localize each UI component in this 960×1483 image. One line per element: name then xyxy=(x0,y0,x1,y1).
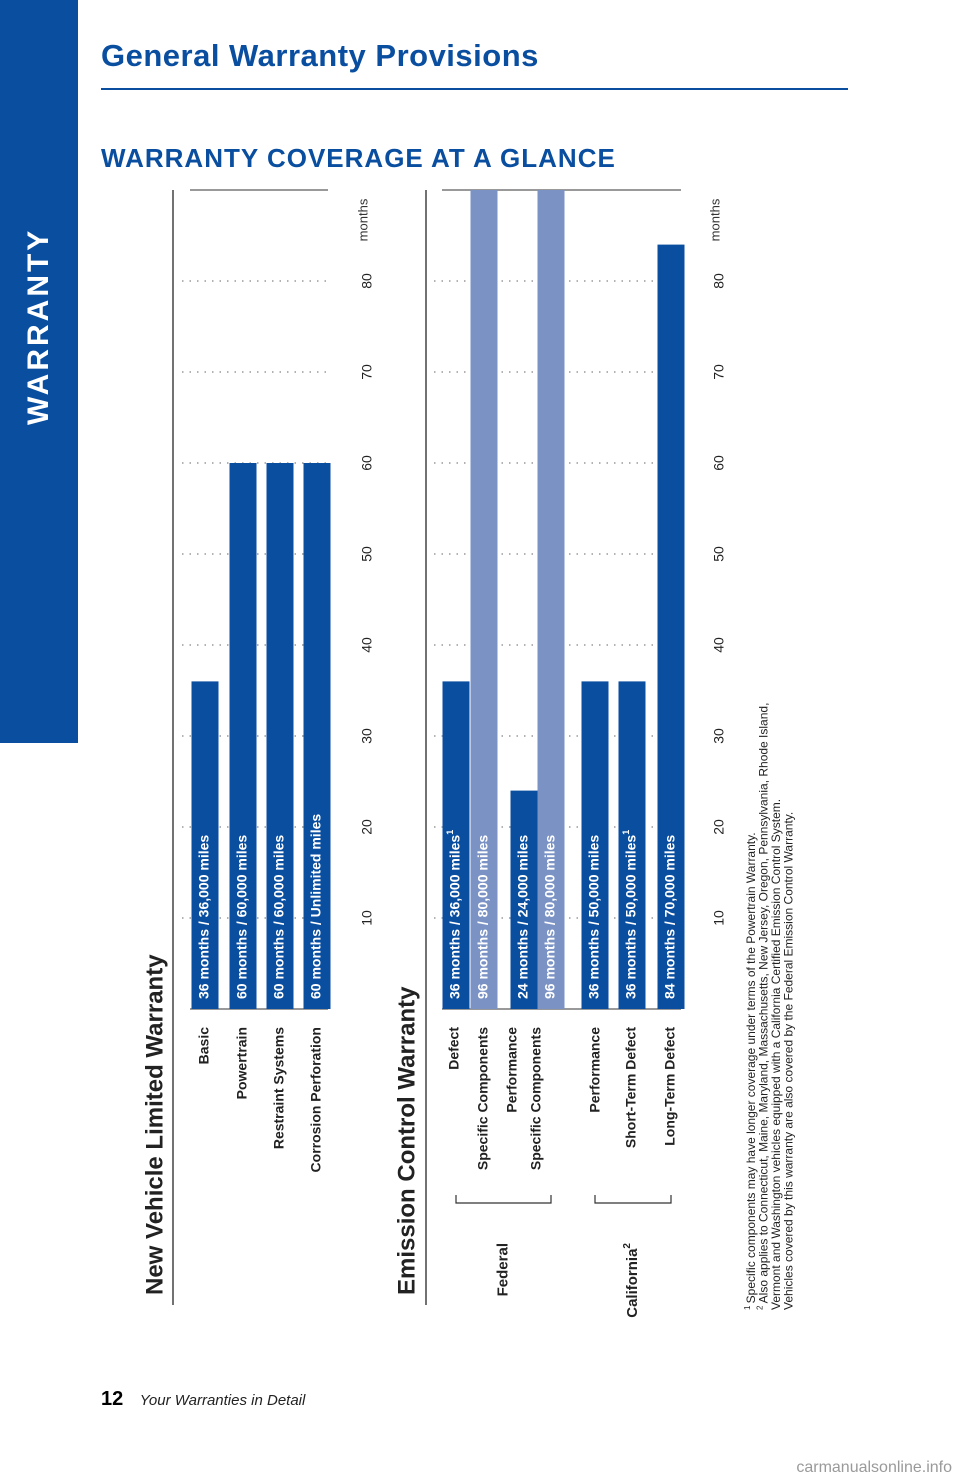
section-title: New Vehicle Limited Warranty xyxy=(141,954,168,1295)
group-bracket xyxy=(594,1195,672,1204)
category-label: Short-Term Defect xyxy=(623,1027,639,1148)
category-label: Defect xyxy=(446,1027,462,1070)
footnote-mark: 2 xyxy=(755,1303,764,1310)
tick-label: 80 xyxy=(359,273,375,289)
tick-label: 10 xyxy=(359,910,375,926)
category-label: Performance xyxy=(587,1027,603,1113)
bar-value-label: 36 months / 36,000 miles1 xyxy=(445,830,462,999)
side-tab: WARRANTY xyxy=(0,0,78,743)
bar xyxy=(581,681,609,1009)
category-label: Powertrain xyxy=(234,1027,250,1099)
bar xyxy=(657,244,685,1010)
tick-label: 10 xyxy=(711,910,727,926)
tick-label: 50 xyxy=(359,546,375,562)
tick-label: 40 xyxy=(359,637,375,653)
category-label: Corrosion Perforation xyxy=(308,1027,324,1172)
side-tab-label: WARRANTY xyxy=(22,227,55,425)
axis-unit-label: months xyxy=(355,198,370,241)
category-label: Specific Components xyxy=(475,1027,491,1170)
warranty-chart: New Vehicle Limited Warranty 10 20 30 40 50 60… xyxy=(141,189,796,1318)
tick-label: 30 xyxy=(359,728,375,744)
tick-label: 30 xyxy=(711,728,727,744)
bar-value-label: 60 months / 60,000 miles xyxy=(234,835,250,999)
group-label: Federal xyxy=(494,1243,511,1296)
bar-value-label: 36 months / 36,000 miles xyxy=(196,835,212,999)
category-label: Performance xyxy=(504,1027,520,1113)
footnote-line: Vehicles covered by this warranty are al… xyxy=(782,812,796,1310)
tick-label: 70 xyxy=(711,364,727,380)
bar xyxy=(442,681,470,1009)
tick-label: 20 xyxy=(359,819,375,835)
bar-value-label: 60 months / 60,000 miles xyxy=(271,835,287,999)
tick-label: 50 xyxy=(711,546,727,562)
bar-value-label: 60 months / Unlimited miles xyxy=(308,814,324,999)
bar-value-label-footnote-mark: 1 xyxy=(445,830,455,835)
footnote-line: 2 Also applies to Connecticut, Maine, Ma… xyxy=(755,703,771,1310)
tick-label: 60 xyxy=(359,455,375,471)
footer-text: Your Warranties in Detail xyxy=(139,1392,306,1409)
category-label: Basic xyxy=(196,1027,212,1065)
bar xyxy=(618,681,646,1009)
footnote-line: Vermont and Washington vehicles equipped… xyxy=(769,799,783,1310)
tick-label: 20 xyxy=(711,819,727,835)
watermark: carmanualsonline.info xyxy=(796,1459,952,1476)
page-number: 12 xyxy=(101,1388,124,1410)
axis-unit-label: months xyxy=(707,198,722,241)
bar xyxy=(470,190,498,1009)
category-label: Restraint Systems xyxy=(271,1027,287,1149)
bar xyxy=(537,190,565,1009)
bar xyxy=(266,463,294,1009)
category-label: Specific Components xyxy=(528,1027,544,1170)
tick-label: 60 xyxy=(711,455,727,471)
tick-label: 80 xyxy=(711,273,727,289)
title-divider xyxy=(101,88,848,90)
bar-value-label: 36 months / 50,000 miles1 xyxy=(621,830,638,999)
category-label: Long-Term Defect xyxy=(662,1027,678,1146)
page-title: General Warranty Provisions xyxy=(101,38,539,73)
bar xyxy=(191,681,219,1009)
group-label-footnote-mark: 2 xyxy=(622,1243,633,1249)
section-title: Emission Control Warranty xyxy=(393,986,420,1295)
page-footer: 12 Your Warranties in Detail xyxy=(101,1388,305,1411)
bar-value-label: 24 months / 24,000 miles xyxy=(515,835,531,999)
group-bracket xyxy=(455,1195,552,1204)
chart-subtitle: WARRANTY COVERAGE AT A GLANCE xyxy=(101,143,616,173)
tick-label: 40 xyxy=(711,637,727,653)
bar-value-label: 96 months / 80,000 miles xyxy=(542,835,558,999)
bar-value-label-footnote-mark: 1 xyxy=(621,830,631,835)
bar-value-label: 96 months / 80,000 miles xyxy=(475,835,491,999)
tick-label: 70 xyxy=(359,364,375,380)
bar-value-label: 36 months / 50,000 miles xyxy=(586,835,602,999)
group-label: California2 xyxy=(622,1243,641,1318)
bar xyxy=(510,790,538,1009)
bar-value-label: 84 months / 70,000 miles xyxy=(662,835,678,999)
bar xyxy=(229,463,257,1009)
bar xyxy=(303,463,331,1009)
footnote-mark: 1 xyxy=(743,1303,752,1310)
footnote-line: 1 Specific components may have longer co… xyxy=(743,832,759,1310)
